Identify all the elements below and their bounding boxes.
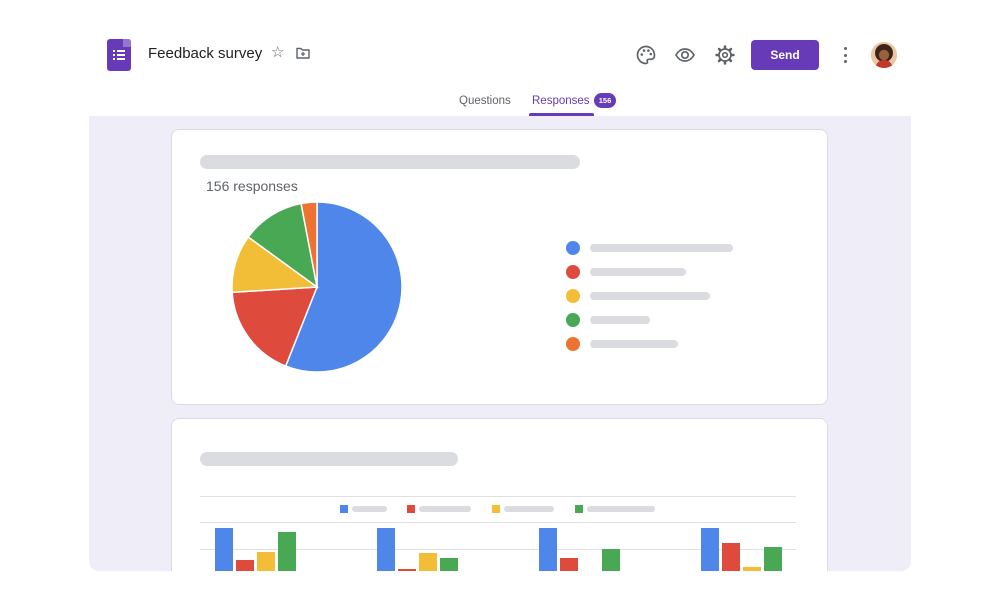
gridline bbox=[200, 549, 796, 550]
palette-icon[interactable] bbox=[635, 44, 657, 66]
bar bbox=[215, 528, 233, 571]
bar bbox=[743, 567, 761, 571]
legend-label-placeholder bbox=[590, 340, 678, 348]
bar bbox=[440, 558, 458, 571]
legend-label-placeholder bbox=[352, 506, 387, 512]
tab-responses-label: Responses bbox=[532, 95, 590, 107]
app-header: Feedback survey ☆ Send bbox=[0, 0, 1000, 90]
forms-doc-icon[interactable] bbox=[107, 39, 131, 71]
bar bbox=[398, 569, 416, 571]
pie-summary-card: 156 responses bbox=[171, 129, 828, 405]
bar bbox=[560, 558, 578, 571]
question-title-placeholder bbox=[200, 452, 458, 466]
question-title-placeholder bbox=[200, 155, 580, 169]
legend-dot-orange bbox=[566, 337, 580, 351]
responses-count-badge: 156 bbox=[594, 93, 616, 108]
legend-swatch-green bbox=[575, 505, 583, 513]
more-vert-icon[interactable] bbox=[838, 44, 852, 66]
active-tab-indicator bbox=[529, 113, 594, 116]
bar bbox=[257, 552, 275, 571]
legend-label-placeholder bbox=[590, 292, 710, 300]
bar bbox=[701, 528, 719, 571]
pie-slice bbox=[231, 286, 319, 368]
avatar[interactable] bbox=[871, 42, 897, 68]
response-count: 156 responses bbox=[206, 178, 298, 194]
eye-preview-icon[interactable] bbox=[674, 44, 696, 66]
pie-chart bbox=[231, 201, 403, 373]
legend-label-placeholder bbox=[590, 268, 686, 276]
move-to-folder-icon[interactable] bbox=[296, 47, 310, 59]
legend-label-placeholder bbox=[504, 506, 554, 512]
gridline bbox=[200, 522, 796, 523]
legend-label-placeholder bbox=[590, 316, 650, 324]
legend-swatch-yellow bbox=[492, 505, 500, 513]
bar bbox=[236, 560, 254, 571]
send-button[interactable]: Send bbox=[751, 40, 819, 70]
bar bbox=[539, 528, 557, 571]
gear-icon[interactable] bbox=[714, 44, 736, 66]
form-title[interactable]: Feedback survey bbox=[148, 45, 263, 62]
bar bbox=[602, 549, 620, 571]
tab-questions[interactable]: Questions bbox=[459, 95, 511, 107]
bar-summary-card bbox=[171, 418, 828, 571]
legend-dot-yellow bbox=[566, 289, 580, 303]
legend-dot-green bbox=[566, 313, 580, 327]
legend-label-placeholder bbox=[587, 506, 655, 512]
form-tabs: Questions Responses 156 bbox=[0, 90, 1000, 116]
bar bbox=[377, 528, 395, 571]
star-icon[interactable]: ☆ bbox=[271, 44, 285, 61]
pie-slice bbox=[284, 201, 403, 373]
legend-label-placeholder bbox=[590, 244, 733, 252]
responses-canvas: 156 responses bbox=[89, 116, 911, 571]
bar bbox=[722, 543, 740, 571]
bar bbox=[764, 547, 782, 571]
pie-slice bbox=[300, 201, 318, 288]
gridline bbox=[200, 496, 796, 497]
legend-label-placeholder bbox=[419, 506, 471, 512]
tab-responses[interactable]: Responses 156 bbox=[530, 90, 616, 116]
legend-dot-red bbox=[566, 265, 580, 279]
bar bbox=[278, 532, 296, 571]
legend-swatch-blue bbox=[340, 505, 348, 513]
bar bbox=[419, 553, 437, 571]
legend-dot-blue bbox=[566, 241, 580, 255]
pie-slice bbox=[247, 202, 319, 289]
legend-swatch-red bbox=[407, 505, 415, 513]
